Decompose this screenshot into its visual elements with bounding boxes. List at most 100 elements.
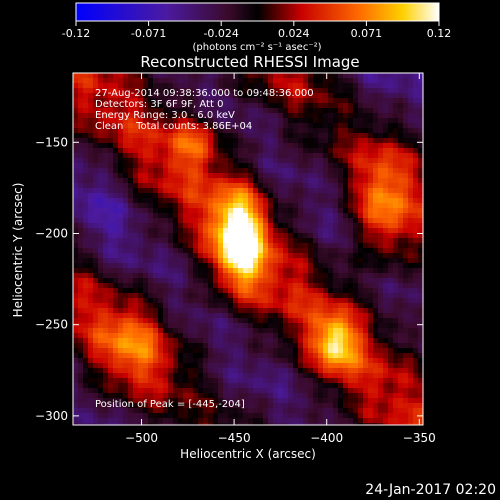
heatmap-cell [263,138,269,144]
heatmap-cell [208,338,214,344]
heatmap-cell [308,248,314,254]
heatmap-cell [243,128,249,134]
heatmap-cell [203,133,209,139]
heatmap-cell [133,248,139,254]
heatmap-cell [158,368,164,374]
heatmap-cell [123,398,129,404]
heatmap-cell [253,223,259,229]
heatmap-cell [363,378,369,384]
heatmap-cell [168,183,174,189]
heatmap-cell [193,103,199,109]
heatmap-cell [403,228,409,234]
heatmap-cell [263,83,269,89]
heatmap-cell [318,258,324,264]
heatmap-cell [413,313,419,319]
heatmap-cell [378,368,384,374]
heatmap-cell [123,223,129,229]
heatmap-cell [218,138,224,144]
heatmap-cell [108,313,114,319]
heatmap-cell [263,73,269,79]
heatmap-cell [108,273,114,279]
heatmap-cell [128,128,134,134]
heatmap-cell [93,383,99,389]
heatmap-cell [323,333,329,339]
heatmap-cell [273,98,279,104]
heatmap-cell [133,383,139,389]
heatmap-cell [303,128,309,134]
heatmap-cell [288,363,294,369]
heatmap-cell [268,323,274,329]
heatmap-cell [168,378,174,384]
heatmap-cell [263,308,269,314]
heatmap-cell [243,143,249,149]
heatmap-cell [123,118,129,124]
heatmap-cell [208,423,214,425]
heatmap-cell [98,283,104,289]
heatmap-cell [138,98,144,104]
heatmap-cell [173,353,179,359]
heatmap-cell [203,228,209,234]
heatmap-cell [108,113,114,119]
heatmap-cell [228,173,234,179]
heatmap-cell [178,158,184,164]
heatmap-cell [203,103,209,109]
heatmap-cell [418,383,423,389]
heatmap-cell [353,188,359,194]
heatmap-cell [248,368,254,374]
heatmap-cell [398,403,404,409]
heatmap-cell [123,423,129,425]
heatmap-cell [103,168,109,174]
heatmap-cell [128,278,134,284]
heatmap-cell [368,268,374,274]
heatmap-cell [148,98,154,104]
heatmap-cell [83,123,89,129]
heatmap-cell [293,133,299,139]
heatmap-cell [173,398,179,404]
heatmap-cell [218,413,224,419]
heatmap-cell [138,193,144,199]
heatmap-cell [323,258,329,264]
heatmap-cell [358,398,364,404]
heatmap-cell [183,193,189,199]
heatmap-cell [198,248,204,254]
heatmap-cell [353,418,359,424]
heatmap-cell [293,178,299,184]
heatmap-cell [238,333,244,339]
heatmap-cell [228,138,234,144]
heatmap-cell [248,358,254,364]
heatmap-cell [143,93,149,99]
heatmap-cell [148,298,154,304]
heatmap-cell [403,168,409,174]
heatmap-cell [83,298,89,304]
heatmap-cell [218,353,224,359]
heatmap-cell [123,313,129,319]
heatmap-cell [253,358,259,364]
heatmap-cell [118,163,124,169]
heatmap-cell [403,393,409,399]
heatmap-cell [88,303,94,309]
heatmap-cell [253,168,259,174]
heatmap-cell [368,168,374,174]
heatmap-cell [403,148,409,154]
heatmap-cell [353,118,359,124]
heatmap-cell [268,378,274,384]
heatmap-cell [373,168,379,174]
heatmap-cell [218,338,224,344]
heatmap-cell [133,278,139,284]
heatmap-cell [263,408,269,414]
heatmap-cell [178,303,184,309]
heatmap-cell [398,268,404,274]
heatmap-cell [338,123,344,129]
heatmap-cell [228,353,234,359]
heatmap-cell [353,248,359,254]
heatmap-cell [88,403,94,409]
heatmap-cell [243,73,249,79]
heatmap-cell [253,213,259,219]
heatmap-cell [128,123,134,129]
heatmap-cell [328,383,334,389]
heatmap-cell [188,373,194,379]
heatmap-cell [368,288,374,294]
heatmap-cell [313,413,319,419]
heatmap-cell [313,88,319,94]
heatmap-cell [388,78,394,84]
